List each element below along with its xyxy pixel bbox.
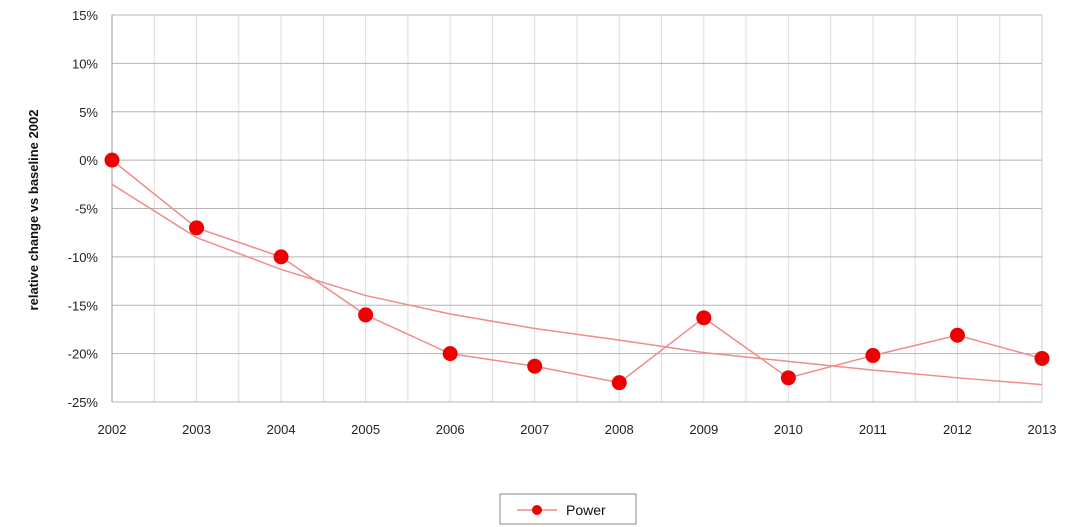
data-point <box>865 348 881 364</box>
legend-marker <box>532 505 542 515</box>
x-tick-label: 2005 <box>351 422 380 437</box>
y-tick-label: 0% <box>79 153 98 168</box>
y-axis-label: relative change vs baseline 2002 <box>26 110 41 311</box>
data-point <box>949 327 965 343</box>
data-point <box>358 307 374 323</box>
legend-label-power: Power <box>566 502 606 518</box>
data-point <box>611 375 627 391</box>
x-axis: 2002 2003 2004 2005 2006 2007 2008 2009 2010 2011… <box>98 422 1057 437</box>
x-tick-label: 2003 <box>182 422 211 437</box>
x-tick-label: 2013 <box>1028 422 1057 437</box>
x-tick-label: 2012 <box>943 422 972 437</box>
x-tick-label: 2009 <box>689 422 718 437</box>
x-tick-label: 2008 <box>605 422 634 437</box>
y-tick-label: -5% <box>75 202 99 217</box>
y-tick-label: 10% <box>72 56 98 71</box>
y-tick-label: 15% <box>72 8 98 23</box>
series-line-power <box>111 159 1043 384</box>
data-point <box>273 249 289 265</box>
x-tick-label: 2007 <box>520 422 549 437</box>
grid <box>111 14 1043 403</box>
trendline-line <box>111 183 1043 386</box>
x-tick-label: 2011 <box>859 422 887 437</box>
legend-box <box>499 493 637 525</box>
y-tick-label: -25% <box>68 395 99 410</box>
y-axis: 15% 10% 5% 0% -5% -10% -15% -20% -25% <box>68 8 99 410</box>
data-point <box>442 346 458 362</box>
x-tick-label: 2010 <box>774 422 803 437</box>
trendline <box>111 183 1043 386</box>
data-point <box>189 220 205 236</box>
data-point <box>1034 350 1050 366</box>
y-tick-label: -15% <box>68 298 99 313</box>
y-tick-label: -20% <box>68 347 99 362</box>
x-tick-label: 2006 <box>436 422 465 437</box>
data-point <box>527 358 543 374</box>
legend: Power <box>499 493 637 525</box>
y-tick-label: -10% <box>68 250 99 265</box>
x-tick-label: 2002 <box>98 422 127 437</box>
data-point <box>780 370 796 386</box>
data-point <box>104 152 120 168</box>
y-tick-label: 5% <box>79 105 98 120</box>
x-tick-label: 2004 <box>267 422 296 437</box>
data-point <box>696 310 712 326</box>
series <box>104 152 1050 391</box>
